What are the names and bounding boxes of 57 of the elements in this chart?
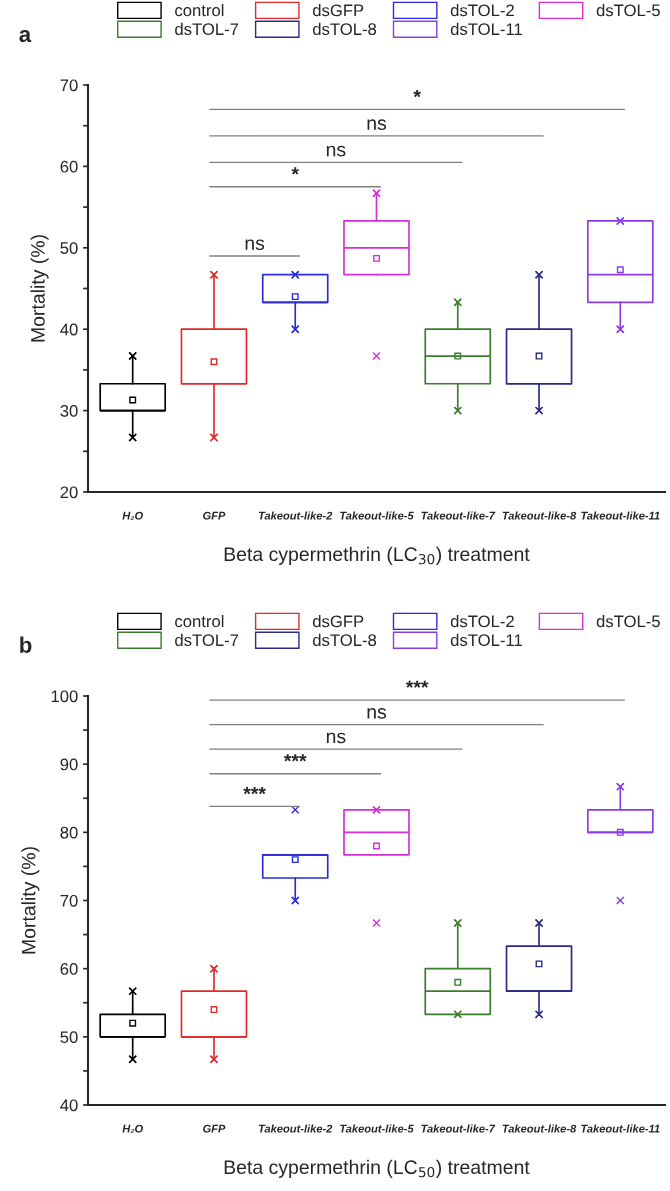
legend-label: dsTOL-5 <box>596 4 660 17</box>
legend-label: dsTOL-8 <box>312 633 377 647</box>
text: *** <box>405 680 429 688</box>
y-axis-title: Mortality (%) <box>21 847 40 954</box>
x-tick-label: GFP <box>203 511 226 520</box>
legend-label: dsTOL-7 <box>175 633 239 647</box>
annotation: *** <box>243 786 266 795</box>
annotation: ns <box>326 732 346 744</box>
y-tick-label: 20 <box>60 486 78 499</box>
y-tick-label: 50 <box>60 242 78 254</box>
x-tick-label: Takeout-like-11 <box>581 1124 660 1133</box>
x-tick-label: Takeout-like-2 <box>258 511 333 520</box>
y-tick-label: 60 <box>60 963 78 975</box>
x-tick-label: Takeout-like-11 <box>581 511 660 520</box>
x-tick-label: GFP <box>203 1124 226 1133</box>
x-axis-title: Beta cypermethrin (LC$_{50}$) treatment <box>224 1159 530 1178</box>
x-tick-label: Takeout-like-8 <box>502 511 577 520</box>
y-tick-label: 100 <box>51 690 78 703</box>
legend-label: dsTOL-2 <box>450 615 514 628</box>
annotation: * <box>291 167 299 175</box>
annotation: ns <box>245 239 265 251</box>
x-tick-label: Takeout-like-5 <box>340 1124 414 1133</box>
y-tick-label: 40 <box>60 1099 78 1112</box>
annotation: *** <box>283 754 307 762</box>
legend-label: control <box>175 4 224 17</box>
y-tick-label: 90 <box>60 758 78 771</box>
legend-label: dsTOL-2 <box>450 4 514 17</box>
legend-label: dsGFP <box>312 4 364 17</box>
y-tick-label: 50 <box>60 1031 78 1044</box>
annotation: ns <box>367 119 387 130</box>
x-tick-label: Takeout-like-2 <box>258 1124 333 1133</box>
y-tick-label: 40 <box>60 323 78 336</box>
legend-label: dsTOL-8 <box>312 22 377 36</box>
y-axis-title: Mortality (%) <box>30 235 49 342</box>
x-tick-label: H₂O <box>122 1124 143 1133</box>
chart-title: b <box>20 636 32 653</box>
annotation: * <box>413 89 421 98</box>
chart-title: a <box>19 29 32 43</box>
y-tick-label: 70 <box>60 79 78 92</box>
x-axis-title: Beta cypermethrin (LC$_{30}$) treatment <box>224 546 530 565</box>
legend-label: dsTOL-5 <box>596 615 660 628</box>
annotation: ns <box>326 145 346 157</box>
legend-label: dsTOL-11 <box>450 633 522 647</box>
x-tick-label: Takeout-like-5 <box>340 511 414 520</box>
x-tick-label: Takeout-like-8 <box>502 1124 577 1133</box>
y-tick-label: 60 <box>60 160 78 173</box>
x-tick-label: Takeout-like-7 <box>421 511 496 520</box>
y-tick-label: 30 <box>60 405 78 417</box>
legend-label: dsTOL-11 <box>450 22 522 36</box>
x-tick-label: Takeout-like-7 <box>421 1124 496 1133</box>
y-tick-label: 80 <box>60 826 78 839</box>
y-tick-label: 70 <box>60 894 78 907</box>
annotation: ns <box>367 708 387 719</box>
legend-label: dsGFP <box>312 615 364 628</box>
legend-label: dsTOL-7 <box>175 22 239 36</box>
legend-label: control <box>175 615 224 628</box>
x-tick-label: H₂O <box>122 511 143 520</box>
